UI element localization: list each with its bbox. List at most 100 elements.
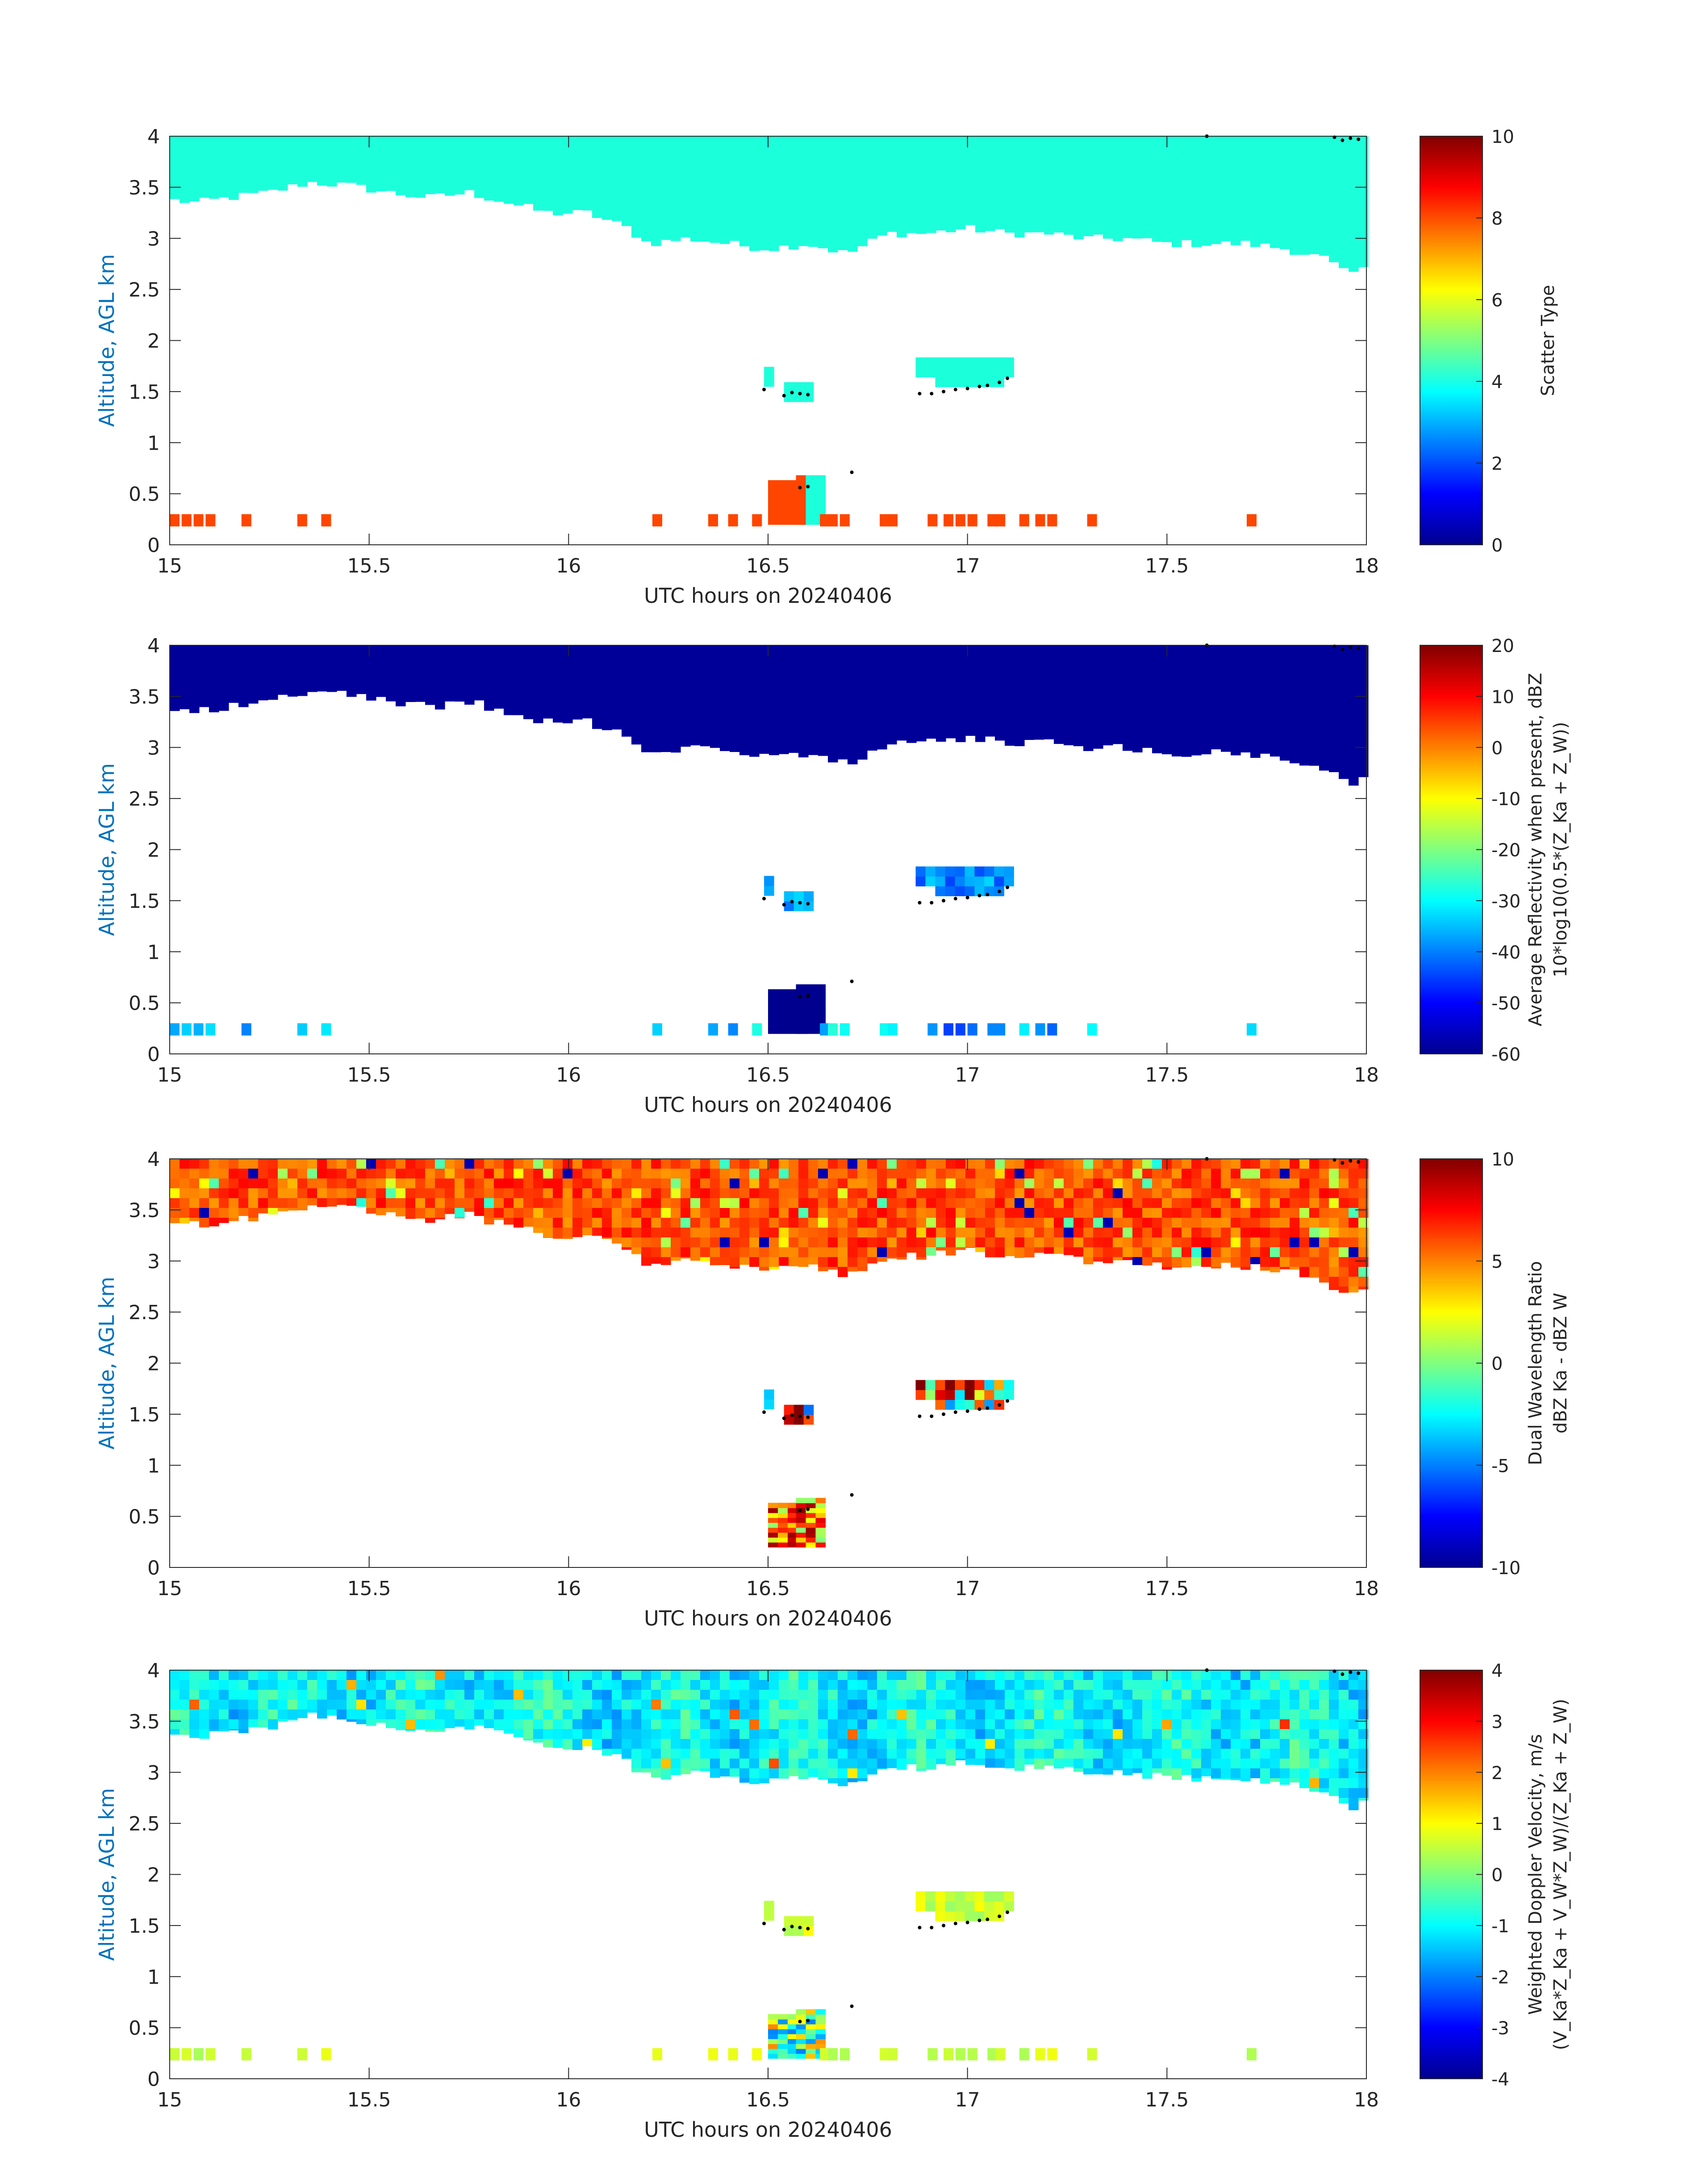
- cloud-cell: [720, 704, 730, 715]
- cloud-cell: [1054, 694, 1064, 705]
- cloud-cell: [965, 1709, 976, 1720]
- cloud-cell: [209, 166, 219, 176]
- cloud-cell: [396, 1188, 406, 1199]
- cloud-cell: [612, 1749, 622, 1755]
- cloud-cell: [818, 744, 828, 754]
- cloud-cell: [248, 175, 259, 186]
- cloud-cell: [887, 195, 897, 205]
- cloud-cell: [1132, 1198, 1143, 1208]
- cloud-cell: [700, 1208, 710, 1218]
- mid-cloud-cell: [955, 886, 965, 896]
- cloud-cell: [1211, 1208, 1221, 1218]
- cloud-cell: [848, 1169, 858, 1179]
- cloud-cell: [956, 1670, 966, 1680]
- cloud-cell: [1064, 166, 1074, 176]
- cloud-cell: [219, 1690, 229, 1700]
- cloud-cell: [965, 1247, 976, 1248]
- cloud-cell: [1211, 734, 1221, 744]
- cloud-cell: [327, 1700, 337, 1710]
- cloud-cell: [789, 1198, 799, 1208]
- cloud-cell: [1093, 215, 1103, 225]
- cloud-cell: [690, 694, 701, 705]
- cloud-cell: [1142, 734, 1153, 744]
- cloud-cell: [808, 1709, 819, 1720]
- low-echo-cell: [787, 519, 798, 525]
- cloud-cell: [622, 1739, 632, 1749]
- cloud-cell: [366, 156, 376, 166]
- cloud-cell: [1191, 744, 1202, 754]
- cloud-cell: [347, 1670, 357, 1680]
- cloud-cell: [838, 1208, 848, 1218]
- cloud-cell: [533, 665, 543, 675]
- cloud-cell: [396, 675, 406, 685]
- cloud-cell: [523, 1700, 534, 1710]
- cloud-cell: [661, 136, 671, 146]
- cloud-cell: [681, 1680, 691, 1690]
- cloud-cell: [749, 1247, 760, 1258]
- low-echo-cell: [806, 1019, 816, 1024]
- cloud-cell: [1270, 175, 1280, 186]
- cloud-cell: [848, 685, 858, 695]
- cloud-cell: [1339, 166, 1349, 176]
- cloud-cell: [651, 1178, 661, 1189]
- cloud-cell: [779, 1169, 789, 1179]
- cloud-cell: [1015, 215, 1025, 225]
- cloud-cell: [1024, 675, 1035, 685]
- cloud-cell: [759, 744, 769, 754]
- cloud-cell: [887, 185, 897, 196]
- cloud-cell: [739, 205, 750, 215]
- cloud-cell: [769, 1680, 779, 1690]
- cloud-cell: [425, 1169, 435, 1179]
- cloud-cell: [828, 675, 838, 685]
- cloud-cell: [1034, 1247, 1044, 1253]
- cloud-cell: [209, 1198, 219, 1208]
- cloud-cell: [798, 1218, 809, 1228]
- cloud-cell: [690, 185, 701, 196]
- cloud-cell: [838, 655, 848, 665]
- cloud-cell: [180, 1729, 190, 1735]
- cloud-cell: [730, 1759, 740, 1769]
- cloud-cell: [1172, 1159, 1182, 1169]
- cloud-cell: [838, 1178, 848, 1189]
- ground-clutter-cell: [193, 1023, 204, 1036]
- cloud-cell: [641, 1749, 651, 1759]
- cloud-cell: [582, 704, 593, 715]
- cloud-cell: [906, 1237, 917, 1248]
- cloud-cell: [651, 645, 661, 656]
- cloud-cell: [1103, 136, 1113, 146]
- cloud-cell: [671, 195, 681, 205]
- cloud-cell: [1221, 225, 1231, 235]
- cloud-cell: [1073, 655, 1084, 665]
- cloud-cell: [386, 1178, 396, 1189]
- cloud-cell: [798, 185, 809, 196]
- cloud-cell: [455, 1700, 465, 1710]
- cloud-cell: [337, 166, 347, 176]
- cloud-cell: [916, 1247, 927, 1258]
- low-echo-cell: [777, 1024, 788, 1029]
- cloud-cell: [455, 1709, 465, 1720]
- low-echo-cell: [777, 480, 788, 486]
- cloud-cell: [189, 1198, 200, 1208]
- cloud-cell: [887, 1228, 897, 1238]
- cloud-cell: [1191, 675, 1202, 685]
- cloud-cell: [563, 1188, 573, 1199]
- cloud-cell: [602, 665, 612, 675]
- cloud-cell: [170, 704, 180, 711]
- cloud-cell: [720, 1169, 730, 1179]
- cloud-cell: [494, 1729, 504, 1730]
- cloud-cell: [563, 1178, 573, 1189]
- cloud-cell: [1024, 1759, 1035, 1765]
- cloud-cell: [1083, 1670, 1094, 1680]
- cloud-cell: [1172, 234, 1182, 245]
- cloud-cell: [700, 1709, 710, 1720]
- cloud-cell: [1290, 205, 1300, 215]
- cloud-cell: [219, 146, 229, 156]
- cloud-cell: [1280, 244, 1290, 249]
- cloud-cell: [749, 1159, 760, 1169]
- cloud-cell: [1083, 1257, 1094, 1265]
- cloud-cell: [1358, 655, 1369, 665]
- cloud-cell: [681, 1208, 691, 1218]
- cloud-cell: [1240, 1169, 1251, 1179]
- trail-dot: [998, 380, 1002, 384]
- cloud-cell: [1182, 1257, 1192, 1267]
